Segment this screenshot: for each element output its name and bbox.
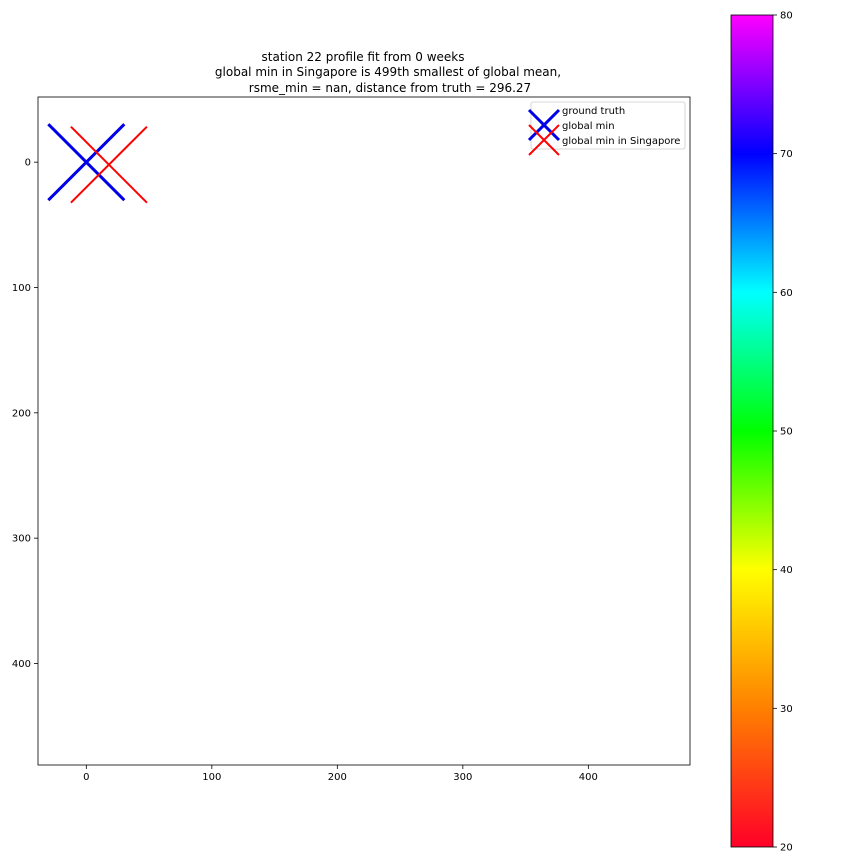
colorbar-tick-label-20: 20 bbox=[780, 843, 793, 854]
chart-title-line-1: station 22 profile fit from 0 weeks bbox=[262, 50, 465, 64]
legend-label-global-min: global min bbox=[562, 121, 615, 132]
colorbar-tick-label-30: 30 bbox=[780, 704, 793, 715]
x-tick-label-200: 200 bbox=[328, 772, 347, 783]
colorbar-tick-label-60: 60 bbox=[780, 288, 793, 299]
chart-title-line-2: global min in Singapore is 499th smalles… bbox=[215, 65, 561, 79]
y-tick-label-100: 100 bbox=[12, 283, 31, 294]
marker-stroke-b bbox=[47, 123, 126, 202]
x-tick-label-400: 400 bbox=[579, 772, 598, 783]
plot-area bbox=[37, 96, 691, 766]
legend-label-global-min-singapore: global min in Singapore bbox=[562, 136, 680, 147]
y-tick-label-300: 300 bbox=[12, 534, 31, 545]
legend-swatches bbox=[527, 108, 561, 156]
swatch-stroke-b bbox=[528, 124, 560, 156]
y-axis: 0 100 200 300 400 bbox=[12, 158, 38, 670]
y-tick-label-400: 400 bbox=[12, 659, 31, 670]
legend-label-ground-truth: ground truth bbox=[562, 106, 625, 117]
colorbar-tick-label-70: 70 bbox=[780, 149, 793, 160]
colorbar-tick-label-80: 80 bbox=[780, 11, 793, 22]
colorbar-gradient bbox=[730, 14, 774, 848]
colorbar-tick-label-50: 50 bbox=[780, 427, 793, 438]
chart-title: station 22 profile fit from 0 weeks glob… bbox=[215, 50, 561, 95]
y-tick-label-0: 0 bbox=[25, 158, 31, 169]
marker-global-min-0 bbox=[47, 123, 126, 202]
colorbar-tick-label-40: 40 bbox=[780, 565, 793, 576]
x-tick-label-0: 0 bbox=[83, 772, 89, 783]
chart-title-line-3: rsme_min = nan, distance from truth = 29… bbox=[249, 81, 531, 95]
x-tick-label-300: 300 bbox=[453, 772, 472, 783]
data-markers bbox=[47, 123, 148, 204]
y-tick-label-200: 200 bbox=[12, 408, 31, 419]
legend: ground truth global min global min in Si… bbox=[527, 101, 686, 156]
legend-box bbox=[530, 101, 686, 150]
marker-global-min-in-singapore-0 bbox=[70, 125, 148, 204]
x-tick-label-100: 100 bbox=[202, 772, 221, 783]
colorbar: 20 30 40 50 60 70 80 bbox=[730, 11, 793, 854]
x-axis: 0 100 200 300 400 bbox=[83, 765, 598, 783]
colorbar-ticks: 20 30 40 50 60 70 80 bbox=[773, 11, 793, 854]
marker-stroke-b bbox=[70, 125, 148, 204]
swatch-stroke-b bbox=[527, 108, 561, 142]
legend-swatch-global-min-in-singapore bbox=[528, 124, 560, 156]
legend-swatch-global-min bbox=[527, 108, 561, 142]
